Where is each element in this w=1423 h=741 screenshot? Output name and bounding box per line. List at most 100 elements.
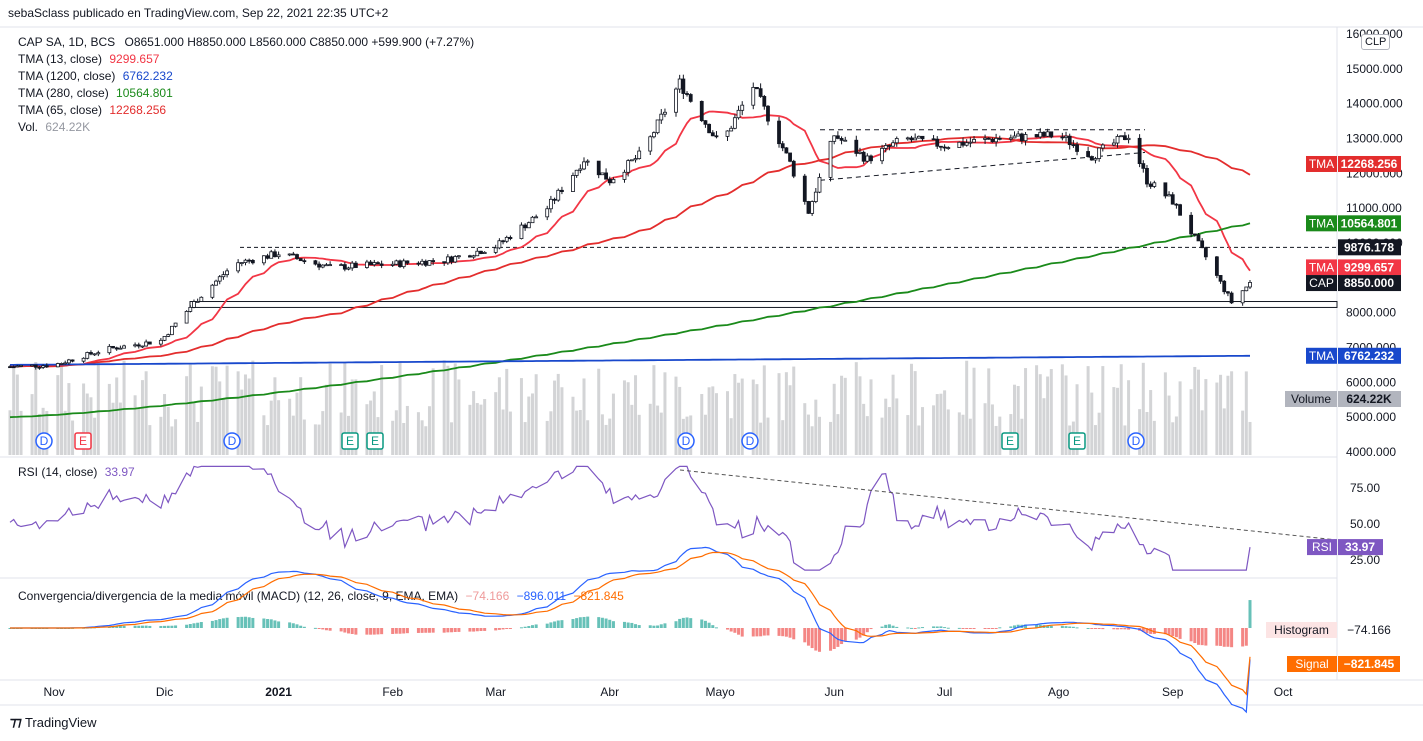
volume-bar — [1152, 420, 1156, 455]
macd-histogram-bar — [836, 628, 840, 647]
macd-histogram-bar — [987, 628, 991, 629]
candle-body — [854, 139, 859, 154]
volume-bar — [1038, 374, 1042, 455]
volume-bar — [806, 414, 810, 455]
macd-histogram-bar — [1178, 628, 1182, 639]
rsi-tag-value-bg — [1338, 539, 1383, 556]
macd-histogram-bar — [1219, 628, 1223, 646]
macd-histogram-bar — [622, 621, 626, 628]
macd-histogram-bar — [685, 617, 689, 628]
macd-histogram-bar — [133, 625, 137, 628]
event-markers[interactable]: D E D EE D D EE D — [35, 432, 1145, 450]
candle-body — [420, 260, 425, 265]
candle-body — [1042, 131, 1046, 137]
volume-bar — [122, 360, 126, 455]
macd-histogram-bar — [174, 625, 178, 628]
candle-body — [89, 352, 93, 355]
tma13-label: TMA (13, close) — [18, 52, 103, 66]
volume-bar — [1123, 425, 1127, 455]
macd-histogram-bar — [803, 628, 807, 643]
price-tick-label: 15000.000 — [1346, 62, 1403, 76]
candle-body — [1122, 135, 1127, 141]
volume-bar — [560, 387, 564, 455]
macd-histogram-bar — [755, 628, 759, 637]
volume-bar — [921, 407, 925, 455]
volume-bar — [402, 423, 406, 455]
volume-bar — [972, 367, 976, 455]
tma65-legend[interactable]: TMA (65, close) 12268.256 — [18, 103, 166, 117]
macd-histogram-bar — [1112, 628, 1116, 630]
macd-histogram-bar — [376, 628, 380, 635]
candle-body — [379, 263, 384, 266]
volume-bar — [369, 400, 373, 455]
volume-bar — [71, 420, 75, 455]
horizontal-levels[interactable] — [189, 129, 1338, 308]
volume-bar — [1189, 389, 1193, 455]
candle-body — [751, 86, 756, 106]
macd-histogram-bar — [608, 619, 612, 628]
macd-histogram-bar — [865, 628, 869, 633]
volume-bar — [328, 363, 332, 455]
tma13-legend[interactable]: TMA (13, close) 9299.657 — [18, 52, 159, 66]
volume-bar — [553, 380, 557, 455]
rsi-legend[interactable]: RSI (14, close) 33.97 — [18, 465, 135, 479]
volume-bar — [1222, 408, 1226, 455]
volume-bar — [111, 402, 115, 455]
volume-bar — [880, 417, 884, 455]
price-tick-label: 5000.000 — [1346, 410, 1396, 424]
volume-bar — [611, 393, 615, 455]
macd-histogram-bar — [508, 628, 512, 629]
volume-bar — [714, 393, 718, 455]
volume-bar — [1178, 381, 1182, 455]
macd-histogram-bar — [1141, 628, 1145, 633]
volume-bar — [1075, 384, 1079, 455]
volume-bar — [8, 410, 12, 455]
candle-body — [92, 353, 97, 356]
candle-body — [217, 276, 222, 282]
currency-badge[interactable]: CLP — [1361, 34, 1391, 50]
volume-bar — [1046, 376, 1050, 455]
macd-histogram-bar — [483, 628, 487, 631]
candle-body — [376, 262, 380, 265]
volume-bar — [243, 374, 247, 455]
symbol-legend: CAP SA, 1D, BCS O8651.000 H8850.000 L856… — [18, 35, 474, 49]
price-tag-value-bg — [1338, 239, 1401, 256]
volume-bar — [1171, 422, 1175, 455]
event-marker-label: D — [1132, 434, 1141, 448]
candle-body — [611, 179, 616, 184]
volume-bar — [836, 414, 840, 455]
candle-body — [629, 159, 634, 162]
candle-body — [1038, 131, 1043, 138]
volume-bar — [656, 405, 660, 455]
candle-body — [828, 140, 833, 178]
macd-histogram-bar — [681, 617, 685, 628]
volume-bar — [424, 426, 428, 455]
volume-bar — [446, 365, 450, 455]
volume-bar — [34, 362, 38, 455]
macd-histogram-bar — [243, 616, 247, 628]
macd-histogram-bar — [575, 618, 579, 628]
volume-bar — [1244, 371, 1248, 455]
candle-body — [913, 137, 918, 141]
volume-bar — [678, 386, 682, 455]
volume-bar — [163, 394, 167, 455]
event-marker-label: D — [40, 434, 49, 448]
volume-bar — [1090, 392, 1094, 455]
volume-legend[interactable]: Vol. 624.22K — [18, 120, 90, 134]
footer-brand[interactable]: ⁊⁊ TradingView — [10, 714, 96, 730]
currency-label: CLP — [1365, 36, 1387, 48]
tma1200-legend[interactable]: TMA (1200, close) 6762.232 — [18, 69, 173, 83]
volume-bar — [1093, 425, 1097, 455]
price-tag-value: 6762.232 — [1344, 349, 1394, 363]
price-tick-label: 13000.000 — [1346, 132, 1403, 146]
volume-bar — [630, 404, 634, 455]
macd-histogram-bar — [269, 619, 273, 628]
macd-histogram-bar — [163, 625, 167, 628]
candle-body — [1034, 134, 1039, 138]
candle-body — [604, 172, 608, 180]
macd-histogram-bar — [159, 625, 163, 628]
volume-bar — [41, 407, 45, 455]
volume-bar — [85, 393, 89, 455]
tma280-legend[interactable]: TMA (280, close) 10564.801 — [18, 86, 173, 100]
